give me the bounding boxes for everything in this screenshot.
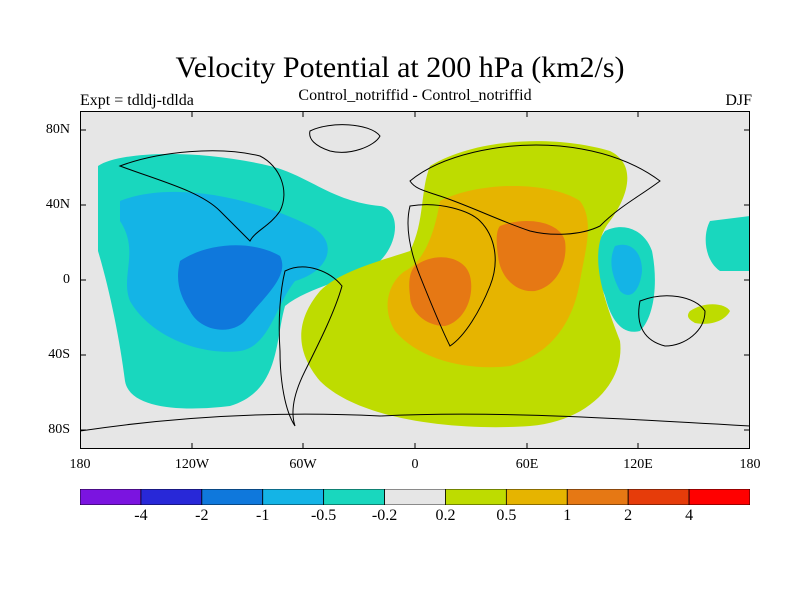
lon-label-180w: 180 [69, 457, 91, 472]
lon-label-120e: 120E [623, 457, 653, 472]
colorbar-swatch [627, 489, 690, 505]
lat-label-40s: 40S [48, 347, 70, 362]
colorbar-tick-label: 0.2 [435, 507, 456, 524]
lon-label-180e: 180 [739, 457, 761, 472]
coast-eurasia [409, 144, 661, 235]
map-svg [80, 111, 750, 449]
map-panel [80, 111, 750, 449]
lon-label-0: 0 [411, 457, 419, 472]
colorbar-swatch [566, 489, 629, 505]
colorbar-tick-label: -0.2 [371, 507, 398, 524]
contour-neg-1 [178, 245, 283, 330]
lat-label-80n: 80N [45, 122, 70, 137]
lon-label-60e: 60E [515, 457, 539, 472]
contour-neg-east-core [611, 244, 642, 295]
lon-label-120w: 120W [174, 457, 210, 472]
colorbar [80, 489, 750, 505]
colorbar-swatch [384, 489, 446, 505]
contour-neg-far-east [705, 216, 750, 271]
colorbar-tick-label: 2 [624, 507, 633, 524]
colorbar-tick-label: 4 [685, 507, 694, 524]
contour-pos-1-west [409, 257, 472, 326]
colorbar-swatch [688, 489, 750, 505]
contour-pos-1-east [496, 221, 566, 292]
colorbar-tick-label: -2 [195, 507, 209, 524]
subtitle: Control_notriffid - Control_notriffid [298, 87, 532, 104]
colorbar-swatch [201, 489, 264, 505]
colorbar-tick-label: -4 [134, 507, 148, 524]
contour-pos-australia [687, 304, 730, 324]
axis-ticks [80, 111, 750, 449]
coast-south-america [278, 266, 343, 427]
coast-australia [638, 295, 706, 347]
colorbar-tick-label: -1 [256, 507, 270, 524]
colorbar-swatch [445, 489, 507, 505]
colorbar-swatch [140, 489, 203, 505]
coast-north-america [118, 150, 285, 242]
experiment-label: Expt = tdldj-tdlda [80, 92, 194, 109]
colorbar-tick-label: 1 [563, 507, 572, 524]
colorbar-swatch [323, 489, 385, 505]
colorbar-swatch [80, 489, 142, 505]
season-label: DJF [725, 92, 752, 109]
coast-antarctica [80, 413, 750, 432]
lat-label-80s: 80S [48, 422, 70, 437]
coast-africa [407, 204, 496, 347]
coast-greenland [309, 124, 381, 153]
colorbar-tick-label: 0.5 [496, 507, 517, 524]
colorbar-tick-label: -0.5 [310, 507, 337, 524]
lat-label-0: 0 [63, 272, 70, 287]
colorbar-swatch [262, 489, 325, 505]
plot-title: Velocity Potential at 200 hPa (km2/s) [175, 51, 625, 84]
coastlines [80, 124, 750, 432]
colorbar-swatch [505, 489, 568, 505]
lat-label-40n: 40N [45, 197, 70, 212]
lon-label-60w: 60W [289, 457, 317, 472]
